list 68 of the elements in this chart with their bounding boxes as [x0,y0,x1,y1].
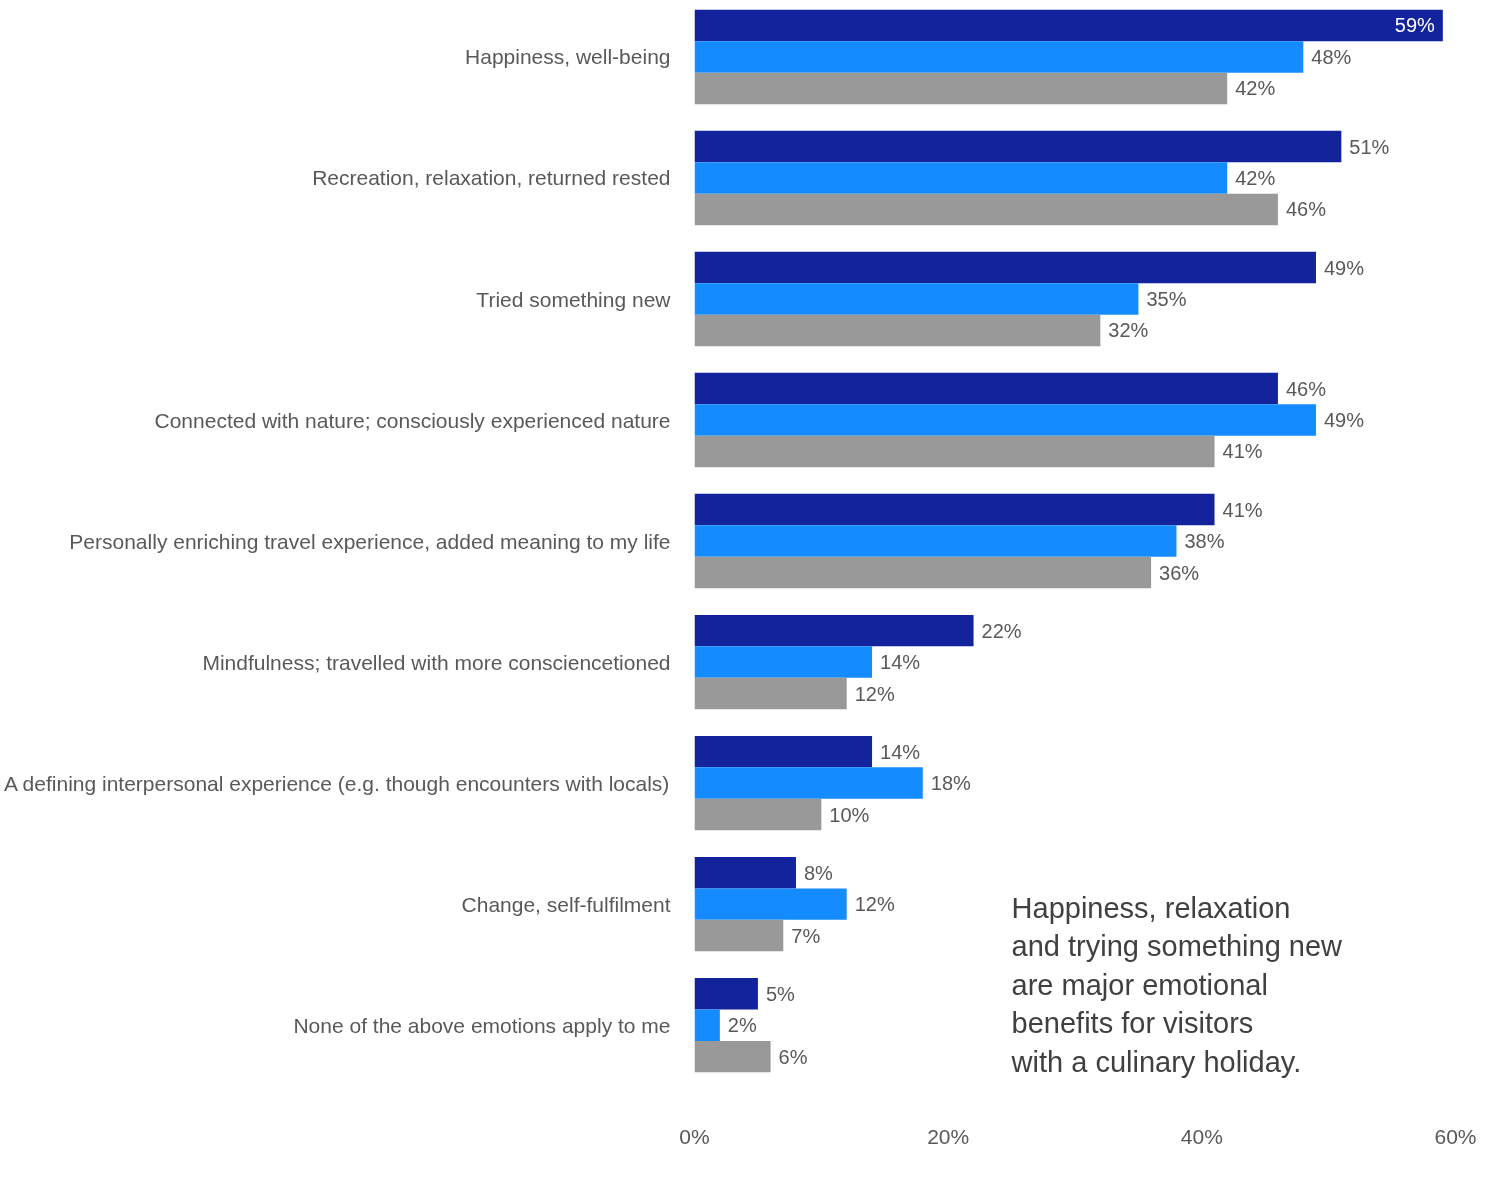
bar [694,798,822,831]
bar [694,677,847,710]
bar [694,735,873,768]
data-label: 35% [1146,288,1187,311]
bar [694,9,1443,42]
data-label: 51% [1349,135,1390,158]
data-label: 6% [778,1045,808,1068]
data-label: 49% [1323,409,1365,432]
y-tick-label: Happiness, well-being [465,45,671,69]
data-label: 12% [854,682,895,705]
bar [694,251,1316,284]
bar [694,977,758,1010]
bar [694,372,1278,405]
bar [694,193,1278,226]
data-label: 10% [829,803,870,826]
annotation: Happiness, relaxation and trying something new are major emotional benefits for visitors with a culinary holiday. [1010,892,1344,1078]
data-label: 7% [791,924,821,947]
data-label: 14% [880,740,921,763]
y-tick-label: Personally enriching travel experience, added meaning to my life [69,529,671,553]
bar [694,41,1304,73]
data-label: 41% [1222,440,1263,463]
bar [694,404,1316,436]
bar [694,919,784,952]
data-label: 18% [930,772,972,795]
y-tick-label: None of the above emotions apply to me [293,1013,671,1037]
bar [694,283,1139,315]
data-label: 32% [1108,319,1149,342]
x-tick-label: 20% [927,1124,970,1148]
data-label: 59% [1394,14,1436,37]
data-label: 48% [1311,45,1352,68]
bar [694,646,873,678]
y-tick-label: A defining interpersonal experience (e.g. though encounters with locals) [3,771,670,795]
data-label: 41% [1222,498,1263,521]
data-label: 46% [1285,198,1327,221]
y-tick-label: Tried something new [476,287,672,311]
y-tick-label: Recreation, relaxation, returned rested [312,166,671,190]
data-label: 42% [1235,166,1276,189]
data-label: 2% [727,1014,757,1037]
data-label: 12% [854,893,895,916]
bar [694,1009,720,1041]
bar [694,493,1215,526]
bar [694,130,1342,163]
bar [694,162,1228,194]
x-tick-label: 0% [679,1124,710,1148]
data-label: 5% [765,982,796,1005]
bar [694,614,974,647]
data-label: 14% [880,651,921,674]
bar [694,888,847,920]
bar [694,72,1228,105]
data-label: 22% [981,619,1022,642]
y-tick-label: Connected with nature; consciously experienced nature [154,408,671,432]
bar [694,525,1177,557]
bar [694,314,1101,347]
y-tick-label: Change, self-fulfilment [461,892,671,916]
data-label: 36% [1159,561,1200,584]
data-label: 49% [1323,256,1365,279]
data-label: 42% [1235,77,1276,100]
bar [694,1040,771,1073]
bar [694,556,1152,589]
bar [694,856,796,889]
data-label: 38% [1184,530,1225,553]
bar [694,435,1215,468]
y-tick-label: Mindfulness; travelled with more consciencetioned [202,650,671,674]
bar [694,767,923,799]
data-label: 46% [1285,377,1327,400]
data-label: 8% [803,861,834,884]
x-tick-label: 40% [1180,1124,1223,1148]
x-tick-label: 60% [1434,1124,1477,1148]
